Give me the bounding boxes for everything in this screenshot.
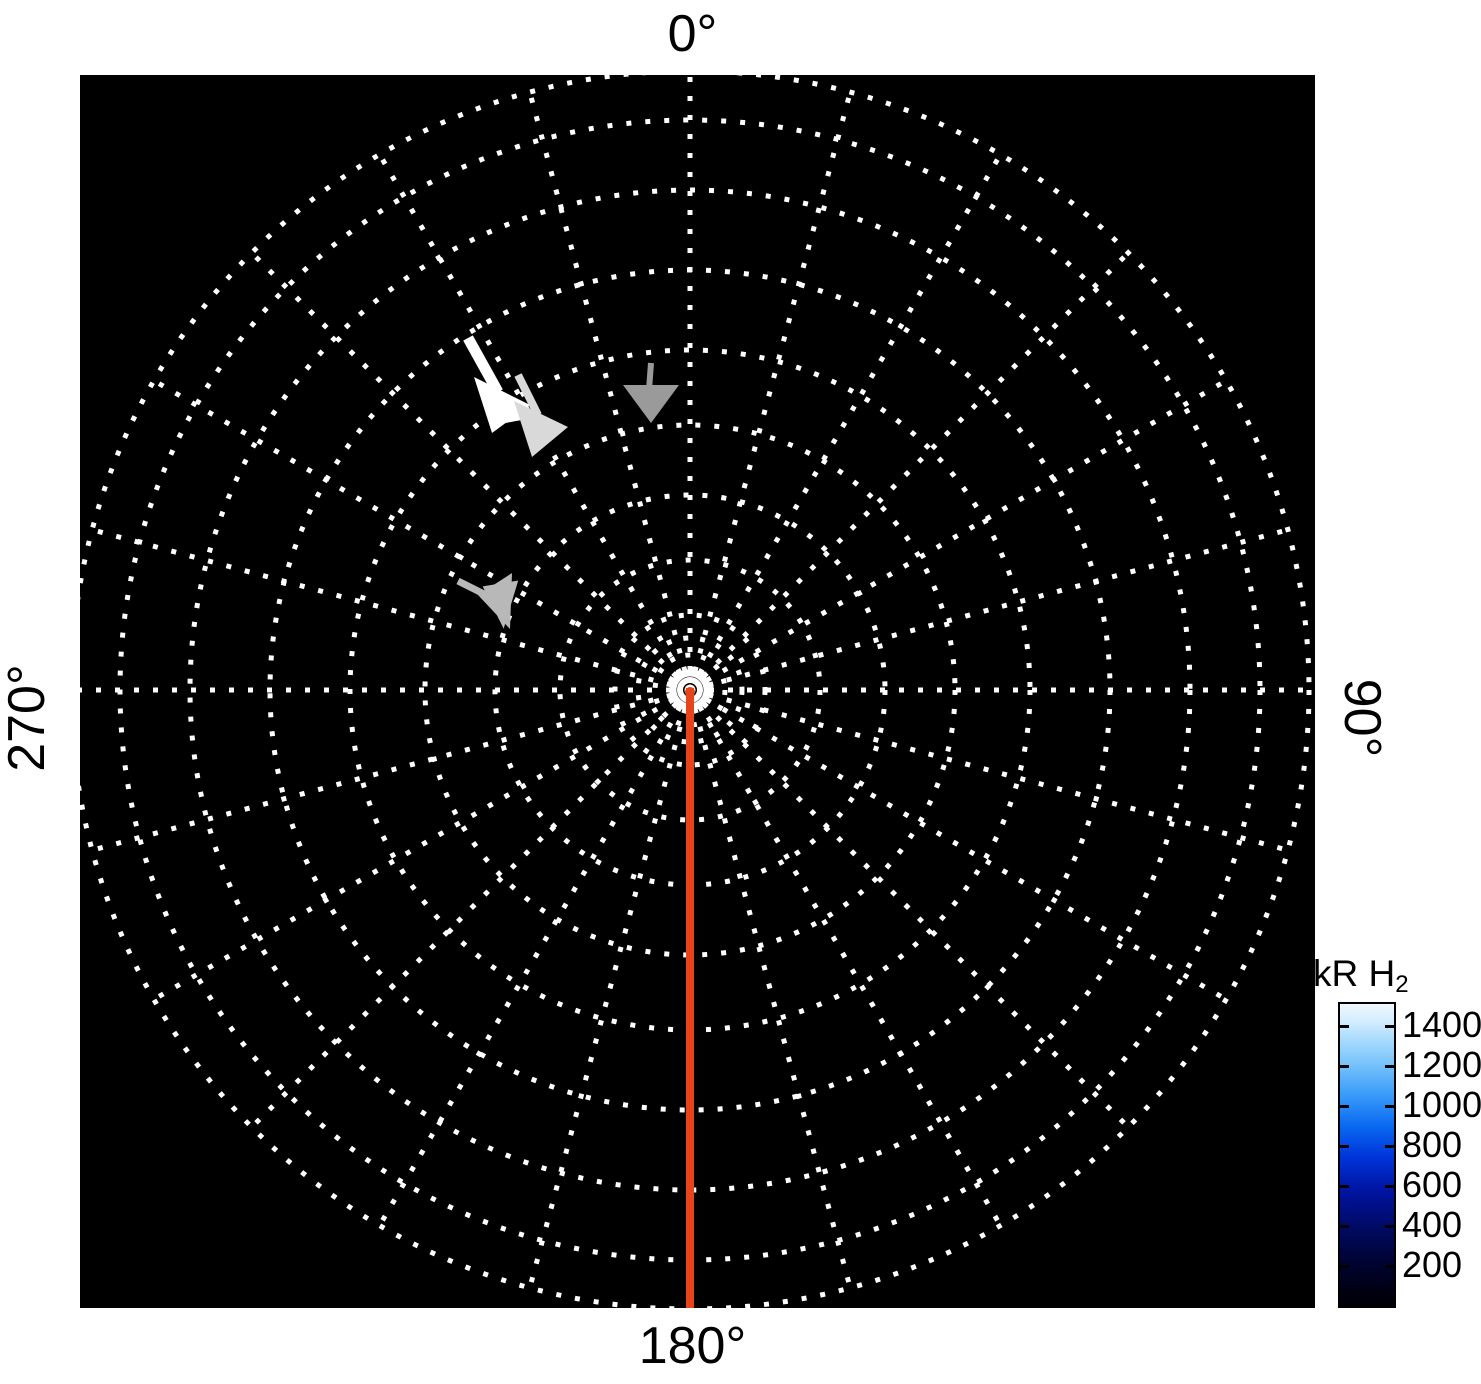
colorbar-tick-600 <box>1338 1185 1349 1188</box>
colorbar-label-1400: 1400 <box>1402 1004 1481 1045</box>
colorbar-tick-1200-right <box>1385 1065 1396 1068</box>
annotation-arrow-3 <box>623 362 679 423</box>
colorbar-tick-1000 <box>1338 1105 1349 1108</box>
colorbar-label-1200: 1200 <box>1402 1044 1481 1085</box>
colorbar-title: kR H2 <box>1313 953 1409 998</box>
angular-label-0deg: 0° <box>667 5 718 63</box>
colorbar-tick-400 <box>1338 1225 1349 1228</box>
angular-label-90deg: 90° <box>1333 678 1391 758</box>
colorbar-tick-200 <box>1338 1265 1349 1268</box>
colorbar-tick-400-right <box>1385 1225 1396 1228</box>
colorbar-tick-600-right <box>1385 1185 1396 1188</box>
polar-grid-svg <box>80 75 1312 1308</box>
colorbar-tick-1400-right <box>1385 1025 1396 1028</box>
colorbar-tick-800-right <box>1385 1145 1396 1148</box>
colorbar-tick-1000-right <box>1385 1105 1396 1108</box>
angular-label-270deg: 270° <box>0 664 56 772</box>
colorbar-tick-800 <box>1338 1145 1349 1148</box>
annotation-arrow-2 <box>514 373 568 457</box>
colorbar-title-subscript: 2 <box>1395 971 1409 998</box>
angular-label-180deg: 180° <box>638 1317 747 1375</box>
colorbar-label-200: 200 <box>1402 1244 1463 1285</box>
colorbar-tick-1400 <box>1338 1025 1349 1028</box>
colorbar-title-text: kR H <box>1313 953 1396 994</box>
colorbar-label-400: 400 <box>1402 1204 1463 1245</box>
colorbar-tick-200-right <box>1385 1265 1396 1268</box>
colorbar-label-1000: 1000 <box>1402 1084 1481 1125</box>
colorbar-tick-1200 <box>1338 1065 1349 1068</box>
polar-plot-area <box>80 75 1315 1308</box>
colorbar-label-600: 600 <box>1402 1164 1463 1205</box>
annotation-arrow-1 <box>463 335 530 433</box>
colorbar-gradient <box>1338 1002 1396 1308</box>
colorbar-label-800: 800 <box>1402 1124 1463 1165</box>
annotation-arrow-4 <box>456 573 519 629</box>
meridian-origin-dot <box>685 687 695 697</box>
